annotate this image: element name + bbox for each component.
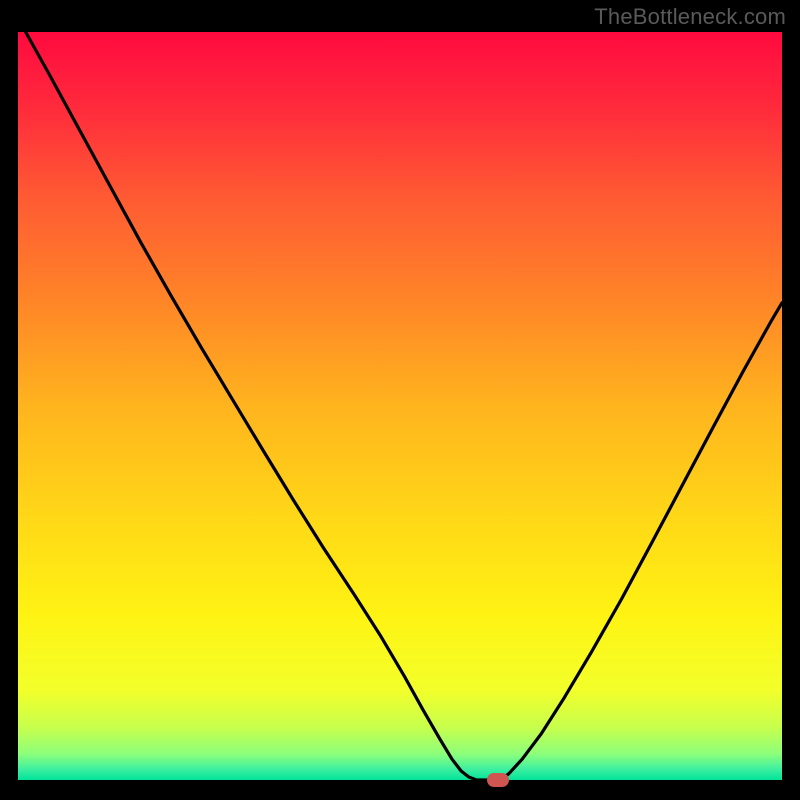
optimal-point-marker — [487, 773, 509, 787]
chart-frame: TheBottleneck.com — [0, 0, 800, 800]
plot-area — [18, 32, 782, 780]
chart-svg — [18, 32, 782, 780]
watermark-text: TheBottleneck.com — [594, 4, 786, 30]
